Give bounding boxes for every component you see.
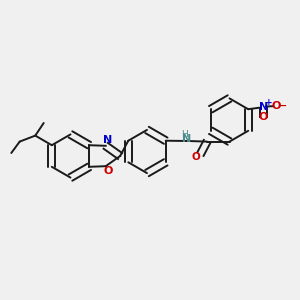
Text: N: N — [182, 134, 191, 144]
Text: −: − — [278, 101, 287, 111]
Text: O: O — [259, 112, 268, 122]
Text: N: N — [259, 102, 268, 112]
Text: N: N — [103, 135, 112, 146]
Text: O: O — [192, 152, 201, 162]
Text: +: + — [265, 98, 273, 107]
Text: O: O — [272, 101, 281, 111]
Text: O: O — [103, 166, 113, 176]
Text: H: H — [181, 130, 188, 139]
